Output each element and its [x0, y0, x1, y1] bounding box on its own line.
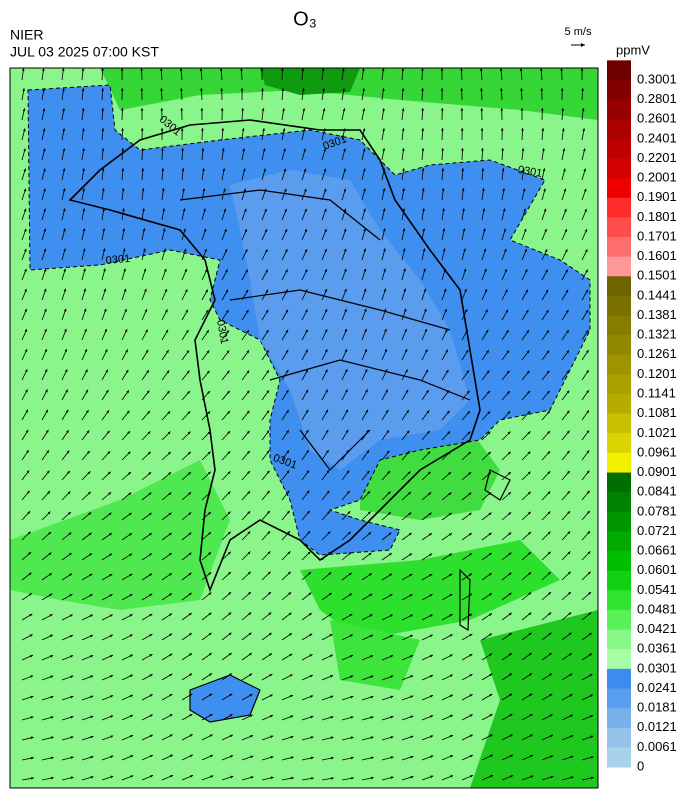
colorbar-label: 0.0241 — [637, 680, 677, 695]
colorbar-swatch — [607, 747, 631, 767]
colorbar-label: 0.2601 — [637, 111, 677, 126]
colorbar-label: 0.1321 — [637, 327, 677, 342]
colorbar-swatch — [607, 571, 631, 591]
colorbar-label: 0.0961 — [637, 444, 677, 459]
colorbar-label: 0.1441 — [637, 287, 677, 302]
colorbar-swatch — [607, 257, 631, 277]
colorbar-swatch — [607, 394, 631, 414]
colorbar-label: 0.3001 — [637, 71, 677, 86]
wind-scale-label: 5 m/s — [565, 26, 592, 38]
colorbar-swatch — [607, 139, 631, 159]
colorbar-swatch — [607, 119, 631, 139]
colorbar-label: 0.0541 — [637, 582, 677, 597]
colorbar-label: 0.0901 — [637, 464, 677, 479]
colorbar-swatch — [607, 531, 631, 551]
colorbar-swatch — [607, 688, 631, 708]
colorbar-label: 0.1141 — [637, 385, 676, 400]
colorbar-label: 0.1801 — [637, 209, 677, 224]
colorbar-swatch — [607, 492, 631, 512]
colorbar-swatch — [607, 610, 631, 630]
colorbar-label: 0.2201 — [637, 150, 677, 165]
unit: ppmV — [616, 42, 650, 57]
colorbar-swatch — [607, 178, 631, 198]
colorbar-swatch — [607, 414, 631, 434]
agency: NIER — [10, 27, 43, 43]
colorbar: 0.3001 0.2801 0.2601 0.2401 0.2201 0.2001 0.19… — [607, 60, 677, 773]
colorbar-swatch — [607, 551, 631, 571]
colorbar-label: 0.0721 — [637, 523, 677, 538]
colorbar-swatch — [607, 708, 631, 728]
colorbar-label: 0.1081 — [637, 405, 677, 420]
colorbar-swatch — [607, 100, 631, 120]
colorbar-label: 0.2801 — [637, 91, 677, 106]
colorbar-label: 0.0781 — [637, 503, 677, 518]
colorbar-label: 0.1201 — [637, 366, 677, 381]
colorbar-swatch — [607, 60, 631, 80]
colorbar-label: 0.0601 — [637, 562, 677, 577]
map — [10, 68, 598, 788]
colorbar-swatch — [607, 335, 631, 355]
colorbar-label: 0.0121 — [637, 719, 677, 734]
colorbar-label: 0.0181 — [637, 700, 677, 715]
colorbar-label: 0.1901 — [637, 189, 677, 204]
colorbar-swatch — [607, 296, 631, 316]
colorbar-swatch — [607, 374, 631, 394]
colorbar-label: 0.1501 — [637, 268, 677, 283]
colorbar-swatch — [607, 473, 631, 493]
colorbar-swatch — [607, 217, 631, 237]
colorbar-swatch — [607, 276, 631, 296]
colorbar-label: 0.0361 — [637, 641, 677, 656]
colorbar-swatch — [607, 669, 631, 689]
title: O₃ — [293, 8, 317, 30]
colorbar-label: 0.1701 — [637, 228, 677, 243]
colorbar-swatch — [607, 590, 631, 610]
colorbar-swatch — [607, 512, 631, 532]
colorbar-label: 0 — [637, 758, 644, 773]
colorbar-label: 0.1381 — [637, 307, 677, 322]
colorbar-swatch — [607, 237, 631, 257]
colorbar-label: 0.1261 — [637, 346, 677, 361]
colorbar-label: 0.0421 — [637, 621, 677, 636]
colorbar-label: 0.2401 — [637, 130, 677, 145]
colorbar-label: 0.2001 — [637, 170, 677, 185]
colorbar-swatch — [607, 198, 631, 218]
colorbar-label: 0.0481 — [637, 601, 677, 616]
colorbar-label: 0.0841 — [637, 484, 677, 499]
colorbar-label: 0.1601 — [637, 248, 677, 263]
colorbar-label: 0.0661 — [637, 543, 677, 558]
colorbar-swatch — [607, 453, 631, 473]
colorbar-swatch — [607, 355, 631, 375]
colorbar-swatch — [607, 316, 631, 336]
colorbar-swatch — [607, 649, 631, 669]
contour-label: 0301 — [105, 253, 130, 267]
colorbar-swatch — [607, 728, 631, 748]
colorbar-swatch — [607, 433, 631, 453]
timestamp: JUL 03 2025 07:00 KST — [10, 44, 159, 60]
wind-scale-arrowhead — [581, 43, 585, 47]
colorbar-label: 0.0061 — [637, 739, 677, 754]
colorbar-swatch — [607, 80, 631, 100]
colorbar-label: 0.0301 — [637, 660, 677, 675]
colorbar-label: 0.1021 — [637, 425, 677, 440]
colorbar-swatch — [607, 630, 631, 650]
colorbar-swatch — [607, 159, 631, 179]
